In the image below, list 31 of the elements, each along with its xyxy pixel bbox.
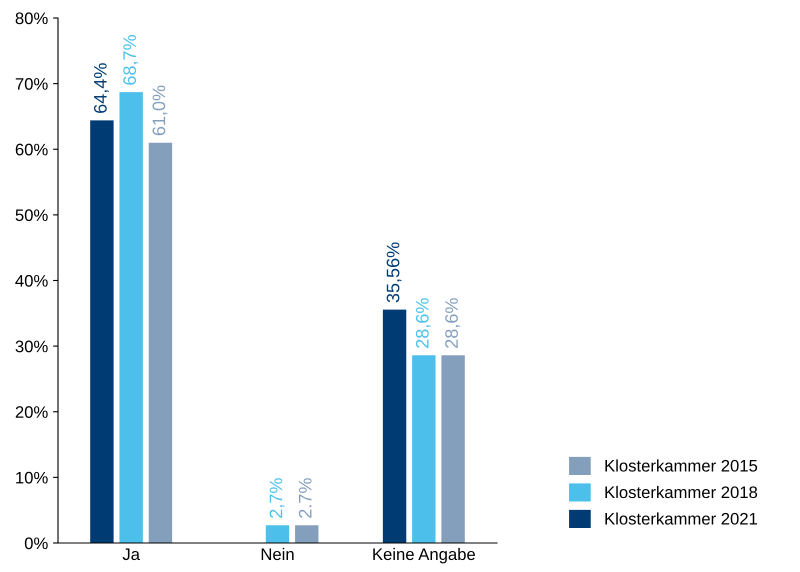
y-tick-label: 30% (16, 340, 48, 352)
y-tick-label: 10% (16, 472, 48, 484)
data-label: 68,7% (123, 35, 138, 85)
data-label: 2.7% (298, 478, 312, 518)
x-tick-label: Nein (262, 548, 294, 560)
y-tick-label: 50% (16, 209, 48, 222)
bar (266, 525, 290, 543)
y-tick-label: 20% (16, 406, 48, 418)
data-label: 35,56% (386, 242, 402, 302)
legend-label: Klosterkammer 2015 (605, 459, 758, 472)
y-tick-label: 70% (16, 78, 48, 90)
bar (441, 355, 465, 543)
x-tick-label: Ja (122, 548, 140, 560)
data-label: 61,0% (152, 86, 168, 136)
bar (412, 355, 436, 543)
y-tick-label: 40% (15, 274, 48, 287)
bar (119, 92, 143, 543)
data-label: 2,7% (270, 478, 284, 518)
legend-label: Klosterkammer 2018 (605, 486, 758, 498)
bar (382, 310, 406, 543)
data-label: 28,6% (416, 298, 431, 348)
bar (90, 120, 114, 543)
data-label: 64,4% (94, 63, 109, 113)
x-tick-label: Keine Angabe (373, 548, 475, 564)
bar (148, 142, 172, 543)
data-label: 28,6% (445, 298, 460, 348)
y-tick-label: 60% (16, 144, 48, 156)
y-tick-label: 80% (16, 12, 48, 24)
legend-label: Klosterkammer 2021 (605, 512, 758, 525)
y-tick-label: 0% (24, 537, 48, 550)
bar (295, 525, 318, 543)
